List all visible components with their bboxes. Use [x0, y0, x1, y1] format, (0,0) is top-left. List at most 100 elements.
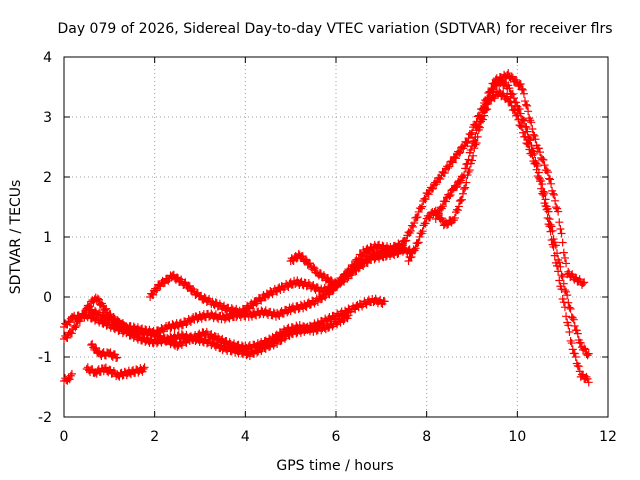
x-tick-label: 4: [241, 429, 250, 445]
data-point: [542, 166, 551, 175]
data-point: [515, 80, 524, 89]
x-tick-label: 2: [150, 429, 159, 445]
x-tick-label: 12: [599, 429, 617, 445]
data-point: [207, 330, 216, 339]
data-point: [516, 109, 525, 118]
data-point: [380, 297, 389, 306]
data-point: [305, 301, 314, 310]
data-point: [457, 195, 466, 204]
data-point: [526, 116, 535, 125]
data-point: [66, 371, 75, 380]
data-point: [536, 175, 544, 184]
data-point: [473, 123, 482, 132]
data-point: [409, 245, 418, 254]
data-point: [478, 111, 487, 120]
data-point: [570, 349, 579, 358]
data-point: [65, 318, 74, 327]
data-point: [530, 131, 539, 140]
data-point: [88, 339, 97, 348]
y-tick-label: 2: [43, 170, 52, 186]
data-point: [210, 332, 219, 341]
data-point: [469, 137, 478, 146]
data-point: [523, 127, 532, 136]
data-point: [160, 278, 169, 287]
data-point: [164, 276, 173, 285]
data-point: [529, 130, 538, 139]
data-point: [413, 239, 422, 248]
data-point: [462, 138, 471, 147]
data-point: [564, 298, 573, 307]
data-point: [555, 276, 564, 285]
data-point: [540, 188, 549, 197]
data-point: [527, 142, 536, 151]
data-point: [455, 149, 464, 158]
data-point: [557, 229, 566, 238]
data-point: [181, 278, 190, 287]
y-tick-label: -2: [38, 410, 52, 426]
data-point: [65, 375, 74, 384]
data-point: [474, 122, 483, 131]
data-point: [152, 286, 161, 295]
data-point: [431, 215, 440, 223]
data-point: [468, 128, 476, 137]
data-point: [409, 222, 418, 231]
data-point: [418, 202, 427, 211]
data-point: [447, 157, 456, 166]
data-point: [113, 353, 122, 362]
data-point: [545, 215, 554, 224]
data-point: [507, 72, 516, 81]
data-point: [576, 338, 585, 347]
data-point: [584, 378, 593, 387]
data-point: [342, 309, 351, 318]
data-point: [545, 174, 554, 183]
data-point: [93, 294, 102, 303]
data-point: [461, 164, 470, 173]
data-point: [460, 185, 469, 194]
data-point: [525, 135, 534, 144]
data-point: [522, 100, 531, 109]
data-point: [534, 168, 543, 177]
data-point: [538, 180, 547, 189]
data-point: [552, 203, 561, 212]
data-point: [559, 248, 568, 257]
data-point: [558, 238, 567, 247]
data-point: [540, 161, 549, 170]
data-point: [528, 124, 537, 133]
series-track-D: [146, 237, 407, 318]
chart-title: Day 079 of 2026, Sidereal Day-to-day VTE…: [57, 21, 612, 37]
data-point: [485, 93, 494, 102]
data-point: [273, 287, 282, 296]
data-point: [513, 110, 522, 119]
x-tick-label: 0: [60, 429, 69, 445]
data-point: [568, 345, 577, 354]
data-point: [521, 97, 530, 106]
data-point: [417, 204, 425, 213]
data-point: [518, 85, 527, 94]
data-point: [463, 139, 472, 148]
data-point: [583, 351, 592, 360]
data-point: [264, 291, 272, 300]
data-point: [546, 227, 555, 236]
data-point: [568, 313, 577, 322]
data-point: [539, 155, 548, 164]
data-point: [566, 336, 575, 345]
data-point: [489, 85, 498, 94]
data-point: [506, 97, 515, 106]
data-point: [547, 222, 556, 231]
data-point: [554, 207, 563, 216]
data-point: [562, 259, 571, 268]
data-point: [236, 309, 245, 318]
data-point: [309, 263, 318, 272]
data-point: [322, 286, 331, 295]
data-point: [464, 167, 473, 176]
data-point: [532, 160, 541, 169]
data-point: [106, 348, 115, 357]
data-point: [465, 166, 474, 175]
data-point: [582, 372, 591, 381]
data-point: [571, 353, 580, 362]
y-tick-label: -1: [38, 350, 52, 366]
data-point: [534, 144, 543, 153]
x-tick-label: 8: [422, 429, 431, 445]
data-point: [354, 264, 363, 273]
data-point: [252, 299, 261, 308]
